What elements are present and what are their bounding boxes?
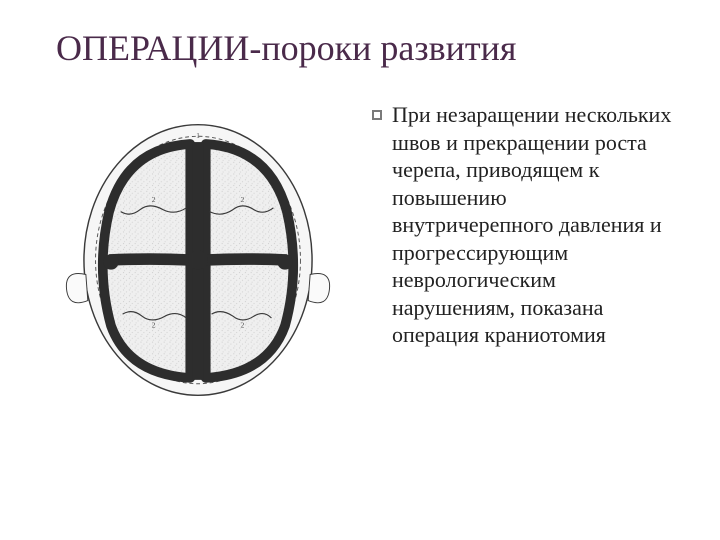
bullet-item: При незаращении нескольких швов и прекра…: [372, 101, 672, 349]
square-bullet-icon: [372, 110, 382, 120]
skull-figure: 1 2 2 2 2: [48, 115, 348, 405]
slide: ОПЕРАЦИИ-пороки развития: [0, 0, 720, 540]
bullet-column: При незаращении нескольких швов и прекра…: [372, 97, 672, 349]
svg-text:1: 1: [196, 132, 200, 141]
content-row: 1 2 2 2 2 При незаращении нескольких шво…: [48, 97, 672, 405]
slide-title: ОПЕРАЦИИ-пороки развития: [48, 28, 672, 69]
svg-text:2: 2: [241, 195, 245, 204]
svg-text:2: 2: [241, 321, 245, 330]
bullet-text: При незаращении нескольких швов и прекра…: [392, 101, 672, 349]
skull-diagram-svg: 1 2 2 2 2: [53, 115, 343, 405]
svg-text:2: 2: [152, 321, 156, 330]
svg-text:2: 2: [152, 195, 156, 204]
